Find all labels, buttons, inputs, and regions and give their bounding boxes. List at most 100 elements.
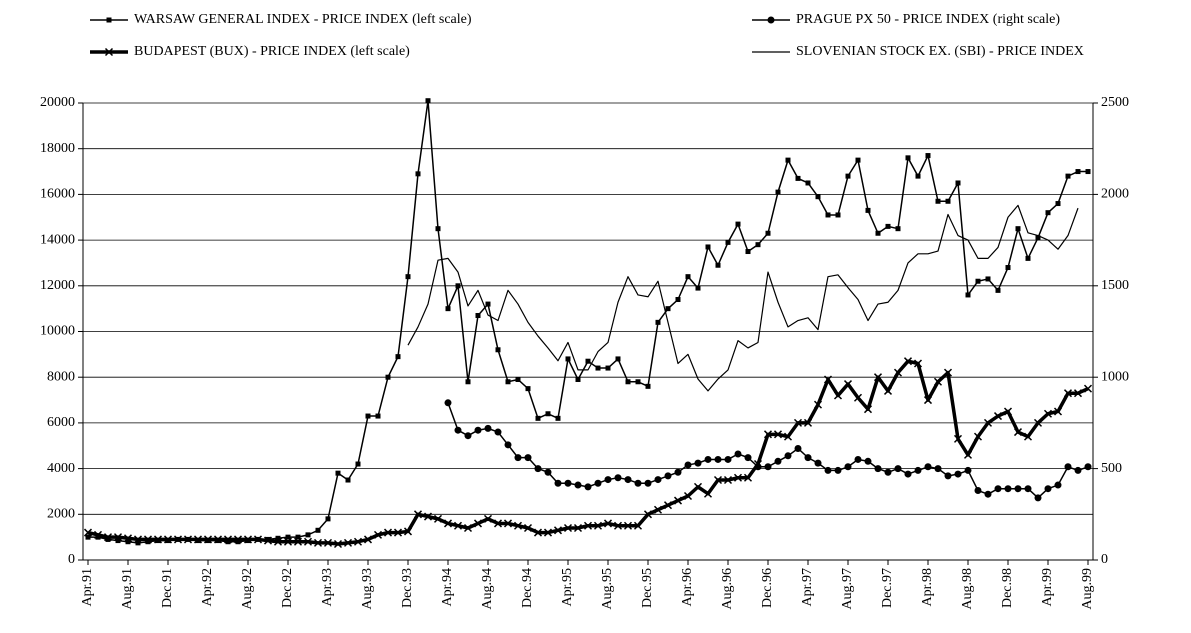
x-tick-label: Apr.95 xyxy=(560,568,575,607)
marker xyxy=(715,262,721,268)
marker xyxy=(1075,169,1081,175)
marker xyxy=(305,532,311,538)
series-line xyxy=(88,99,1088,544)
marker xyxy=(1055,201,1061,207)
marker xyxy=(1063,389,1073,398)
x-tick-label: Aug.98 xyxy=(960,568,975,610)
marker xyxy=(764,463,772,471)
y-tick-label: 0 xyxy=(68,552,75,567)
legend-item: PRAGUE PX 50 - PRICE INDEX (right scale) xyxy=(752,12,1060,27)
marker xyxy=(843,380,853,389)
marker xyxy=(345,477,351,483)
marker xyxy=(765,230,771,236)
marker xyxy=(664,472,672,480)
marker xyxy=(604,476,612,484)
series xyxy=(85,98,1091,546)
marker xyxy=(585,358,591,364)
marker xyxy=(103,533,113,542)
legend-item: SLOVENIAN STOCK EX. (SBI) - PRICE INDEX xyxy=(752,44,1084,59)
marker xyxy=(675,297,681,303)
marker xyxy=(723,475,733,485)
marker xyxy=(383,528,393,537)
series-line xyxy=(407,204,1079,392)
marker xyxy=(945,198,951,204)
y2-tick-label: 2500 xyxy=(1101,95,1129,110)
y-tick-label: 6000 xyxy=(47,415,75,430)
marker xyxy=(565,356,571,362)
marker xyxy=(1033,418,1043,427)
marker xyxy=(105,536,111,542)
legend-label: SLOVENIAN STOCK EX. (SBI) - PRICE INDEX xyxy=(796,44,1084,59)
marker xyxy=(545,411,551,417)
marker xyxy=(415,171,421,177)
marker xyxy=(343,538,353,547)
marker xyxy=(285,534,291,540)
marker xyxy=(365,413,371,419)
marker xyxy=(563,523,573,533)
marker xyxy=(694,459,702,467)
marker xyxy=(253,535,263,544)
marker xyxy=(973,432,983,441)
marker xyxy=(475,313,481,319)
x-tick-label: Apr.92 xyxy=(200,568,215,607)
marker xyxy=(864,457,872,465)
marker xyxy=(605,365,611,371)
marker xyxy=(925,153,931,159)
marker xyxy=(1085,169,1091,175)
marker xyxy=(823,375,833,384)
marker xyxy=(824,466,832,474)
marker xyxy=(574,481,582,489)
x-tick-label: Apr.96 xyxy=(680,568,695,607)
marker xyxy=(983,418,993,427)
marker xyxy=(385,374,391,380)
marker xyxy=(914,466,922,474)
marker xyxy=(1065,173,1071,179)
marker xyxy=(283,537,293,546)
series xyxy=(83,357,1093,549)
marker xyxy=(873,373,883,382)
marker xyxy=(673,496,683,505)
marker xyxy=(1005,265,1011,271)
marker xyxy=(734,450,742,458)
marker xyxy=(614,474,622,482)
marker xyxy=(145,539,151,545)
marker xyxy=(993,412,1003,421)
series-line xyxy=(87,359,1089,546)
x-tick-label: Apr.97 xyxy=(800,568,815,607)
marker xyxy=(895,226,901,232)
marker xyxy=(273,537,283,546)
marker xyxy=(774,457,782,465)
marker xyxy=(433,514,443,523)
marker xyxy=(524,454,532,462)
marker xyxy=(125,539,131,545)
marker xyxy=(663,501,673,510)
marker xyxy=(885,223,891,229)
marker xyxy=(944,472,952,480)
legend-marker-shape xyxy=(767,16,775,24)
marker xyxy=(755,242,761,248)
y-tick-label: 18000 xyxy=(40,141,75,156)
marker xyxy=(515,376,521,382)
marker xyxy=(754,463,762,471)
marker xyxy=(564,479,572,487)
marker xyxy=(483,514,493,523)
x-tick-label: Dec.93 xyxy=(400,568,415,608)
marker xyxy=(533,528,543,537)
marker xyxy=(785,157,791,163)
marker xyxy=(435,226,441,232)
marker xyxy=(955,180,961,186)
marker xyxy=(275,535,281,541)
marker xyxy=(643,510,653,519)
marker xyxy=(263,536,273,545)
marker xyxy=(965,292,971,298)
marker xyxy=(834,466,842,474)
marker xyxy=(225,539,231,545)
marker xyxy=(453,521,463,530)
marker xyxy=(333,539,343,549)
y-tick-label: 10000 xyxy=(40,324,75,339)
x-tick-label: Apr.93 xyxy=(320,568,335,607)
marker xyxy=(484,424,492,432)
marker xyxy=(373,530,383,539)
marker xyxy=(634,479,642,487)
